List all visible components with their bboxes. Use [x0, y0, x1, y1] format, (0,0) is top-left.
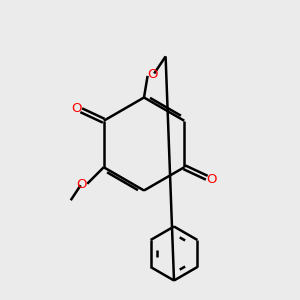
- Text: O: O: [76, 178, 87, 191]
- Text: O: O: [71, 102, 82, 115]
- Text: O: O: [148, 68, 158, 81]
- Text: O: O: [206, 173, 217, 186]
